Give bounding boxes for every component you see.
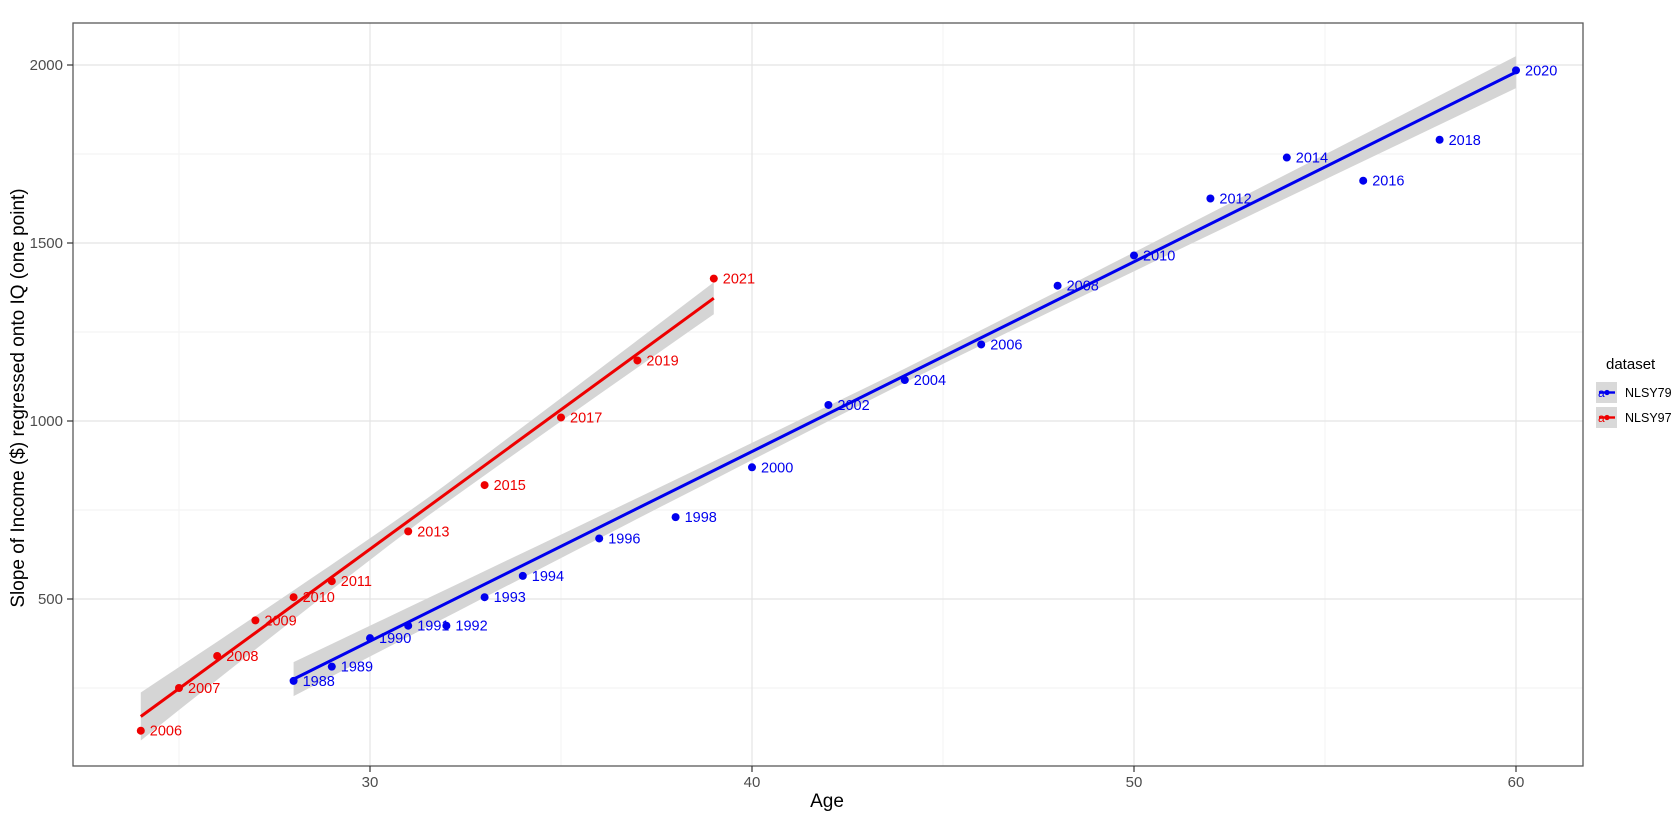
data-point bbox=[1053, 281, 1062, 290]
svg-text:a: a bbox=[1598, 386, 1605, 400]
point-label: 2008 bbox=[1067, 279, 1099, 295]
data-point bbox=[1512, 66, 1520, 75]
data-point bbox=[480, 481, 489, 490]
data-point bbox=[251, 616, 260, 625]
axis-ticks bbox=[67, 64, 1517, 772]
point-label: 2007 bbox=[188, 681, 220, 697]
point-label: 1994 bbox=[532, 569, 564, 585]
data-point bbox=[709, 274, 718, 283]
point-label: 1993 bbox=[494, 590, 526, 606]
legend-label-nlsy79: NLSY79 bbox=[1625, 385, 1672, 400]
data-point bbox=[289, 593, 298, 602]
point-label: 2010 bbox=[1143, 248, 1175, 264]
data-point bbox=[671, 513, 680, 522]
point-label: 1990 bbox=[379, 631, 411, 647]
series-nlsy97: 2006 2007 2008 2009 2010 2011 2013 2015 2017 2019… bbox=[136, 272, 755, 740]
svg-text:30: 30 bbox=[362, 774, 379, 791]
point-label: 2021 bbox=[723, 272, 755, 288]
data-point bbox=[404, 527, 413, 536]
svg-text:50: 50 bbox=[1126, 774, 1143, 791]
data-point bbox=[289, 676, 298, 685]
point-label: 2010 bbox=[303, 590, 335, 606]
svg-text:1000: 1000 bbox=[30, 413, 63, 430]
data-point bbox=[595, 534, 604, 543]
data-point bbox=[404, 621, 413, 630]
data-point bbox=[175, 684, 183, 692]
point-label: 1992 bbox=[455, 619, 487, 635]
data-point bbox=[327, 577, 336, 586]
point-label: 2008 bbox=[226, 649, 258, 665]
data-point bbox=[442, 621, 451, 630]
point-label: 1998 bbox=[685, 510, 717, 526]
legend-entry-nlsy79: a NLSY79 bbox=[1596, 382, 1672, 403]
data-point bbox=[900, 376, 909, 385]
legend-key-nlsy97-icon: a bbox=[1596, 407, 1617, 428]
data-point bbox=[1359, 176, 1368, 185]
legend-entry-nlsy97: a NLSY97 bbox=[1596, 407, 1672, 428]
point-label: 2006 bbox=[150, 724, 182, 740]
point-label: 2006 bbox=[990, 337, 1022, 353]
svg-text:1500: 1500 bbox=[30, 235, 63, 252]
legend-label-nlsy97: NLSY97 bbox=[1625, 410, 1672, 425]
point-label: 2016 bbox=[1372, 174, 1404, 190]
point-label: 1988 bbox=[303, 674, 335, 690]
data-point bbox=[213, 651, 222, 660]
data-point bbox=[557, 413, 565, 422]
data-point bbox=[518, 571, 527, 580]
point-label: 2002 bbox=[837, 398, 869, 414]
point-label: 1991 bbox=[417, 619, 449, 635]
point-label: 2018 bbox=[1449, 133, 1481, 149]
data-point bbox=[1435, 135, 1444, 144]
data-point bbox=[633, 356, 642, 365]
x-axis-title: Age bbox=[810, 791, 844, 812]
point-label: 2000 bbox=[761, 460, 793, 476]
svg-text:a: a bbox=[1598, 411, 1605, 425]
data-point bbox=[977, 340, 986, 349]
point-label: 2004 bbox=[914, 373, 946, 389]
data-point bbox=[480, 593, 489, 602]
data-point bbox=[1206, 194, 1215, 203]
fit-line-nlsy79 bbox=[292, 70, 1517, 681]
svg-text:500: 500 bbox=[38, 591, 63, 608]
point-label: 2011 bbox=[341, 574, 372, 590]
point-label: 1989 bbox=[341, 660, 373, 676]
data-point bbox=[136, 726, 145, 735]
point-label: 2013 bbox=[417, 524, 449, 540]
data-point bbox=[748, 463, 756, 472]
point-label: 2014 bbox=[1296, 151, 1328, 167]
fit-line-nlsy97 bbox=[139, 296, 715, 718]
svg-text:2000: 2000 bbox=[30, 57, 63, 74]
point-label: 1996 bbox=[608, 531, 640, 547]
point-label: 2015 bbox=[494, 478, 526, 494]
data-point bbox=[327, 662, 336, 671]
point-label: 2017 bbox=[570, 410, 602, 426]
axis-tick-labels: 30 40 50 60 500 1000 1500 2000 bbox=[30, 57, 1525, 791]
data-point bbox=[1130, 251, 1138, 260]
data-point bbox=[1282, 153, 1291, 162]
data-point bbox=[366, 634, 374, 643]
legend-key-nlsy79-icon: a bbox=[1596, 382, 1617, 403]
series-nlsy79: 1988 1989 1990 1991 1992 1993 1994 1996 1998 2000… bbox=[289, 63, 1557, 690]
y-axis-title: Slope of Income ($) regressed onto IQ (o… bbox=[8, 188, 29, 608]
point-label: 2020 bbox=[1525, 63, 1557, 79]
legend-title: dataset bbox=[1606, 356, 1656, 373]
point-label: 2009 bbox=[264, 613, 296, 629]
ribbon-nlsy97 bbox=[140, 282, 714, 741]
gridlines-minor bbox=[73, 23, 1583, 766]
data-point bbox=[824, 400, 833, 409]
point-label: 2012 bbox=[1219, 192, 1251, 208]
legend: dataset a NLSY79 a NLSY97 bbox=[1596, 356, 1672, 432]
svg-text:40: 40 bbox=[744, 774, 761, 791]
point-label: 2019 bbox=[646, 353, 678, 369]
svg-text:60: 60 bbox=[1508, 774, 1525, 791]
